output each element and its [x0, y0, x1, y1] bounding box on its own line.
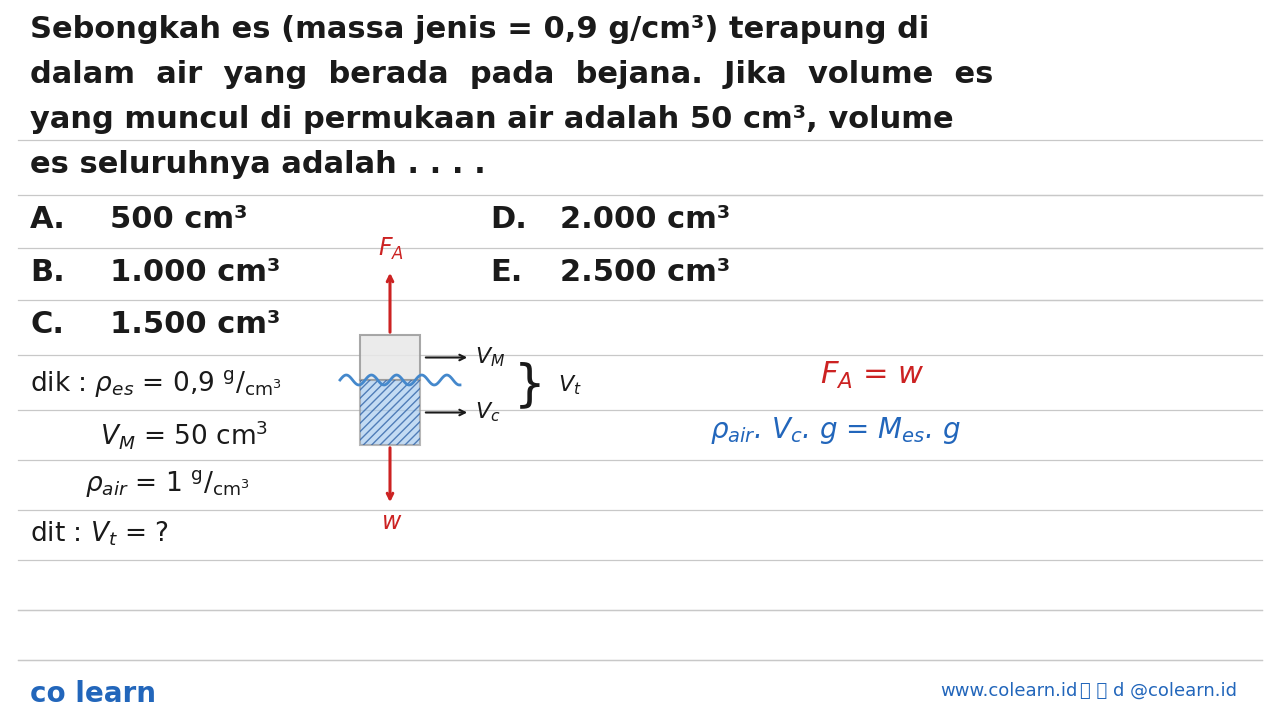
Text: 500 cm³: 500 cm³ [110, 205, 247, 234]
Text: $\rho_{air}$. $V_c$. g = $M_{es}$. g: $\rho_{air}$. $V_c$. g = $M_{es}$. g [710, 415, 961, 446]
Text: yang muncul di permukaan air adalah 50 cm³, volume: yang muncul di permukaan air adalah 50 c… [29, 105, 954, 134]
Text: $V_M$: $V_M$ [475, 346, 506, 369]
Text: $V_M$ = 50 cm$^3$: $V_M$ = 50 cm$^3$ [100, 418, 269, 451]
Text: es seluruhnya adalah . . . .: es seluruhnya adalah . . . . [29, 150, 485, 179]
Text: B.: B. [29, 258, 65, 287]
Text: $\rho_{air}$ = 1 $\mathregular{^g/_{{cm}^3}}$: $\rho_{air}$ = 1 $\mathregular{^g/_{{cm}… [84, 468, 250, 499]
Text: D.: D. [490, 205, 527, 234]
Text: 1.000 cm³: 1.000 cm³ [110, 258, 280, 287]
Text: $V_c$: $V_c$ [475, 401, 500, 424]
Text: $V_t$: $V_t$ [558, 373, 582, 397]
Text:  ⓞ d @colearn.id:  ⓞ d @colearn.id [1080, 682, 1236, 700]
Text: www.colearn.id: www.colearn.id [940, 682, 1078, 700]
Text: $F_A$ = w: $F_A$ = w [820, 360, 925, 391]
Text: 2.500 cm³: 2.500 cm³ [559, 258, 731, 287]
Text: co learn: co learn [29, 680, 156, 708]
Text: $F_A$: $F_A$ [378, 236, 403, 262]
Text: E.: E. [490, 258, 522, 287]
Text: 1.500 cm³: 1.500 cm³ [110, 310, 280, 339]
Text: dik : $\rho_{es}$ = 0,9 $\mathregular{^g/_{{cm}^3}}$: dik : $\rho_{es}$ = 0,9 $\mathregular{^g… [29, 368, 282, 399]
Text: A.: A. [29, 205, 65, 234]
Bar [360, 380, 420, 445]
Text: C.: C. [29, 310, 64, 339]
Text: 2.000 cm³: 2.000 cm³ [559, 205, 731, 234]
Bar [360, 335, 420, 380]
Text: dalam  air  yang  berada  pada  bejana.  Jika  volume  es: dalam air yang berada pada bejana. Jika … [29, 60, 993, 89]
Text: Sebongkah es (massa jenis = 0,9 g/cm³) terapung di: Sebongkah es (massa jenis = 0,9 g/cm³) t… [29, 15, 929, 44]
Text: dit : $V_t$ = ?: dit : $V_t$ = ? [29, 520, 169, 549]
Bar [360, 380, 420, 445]
Text: w: w [381, 510, 402, 534]
Text: }: } [515, 361, 545, 409]
